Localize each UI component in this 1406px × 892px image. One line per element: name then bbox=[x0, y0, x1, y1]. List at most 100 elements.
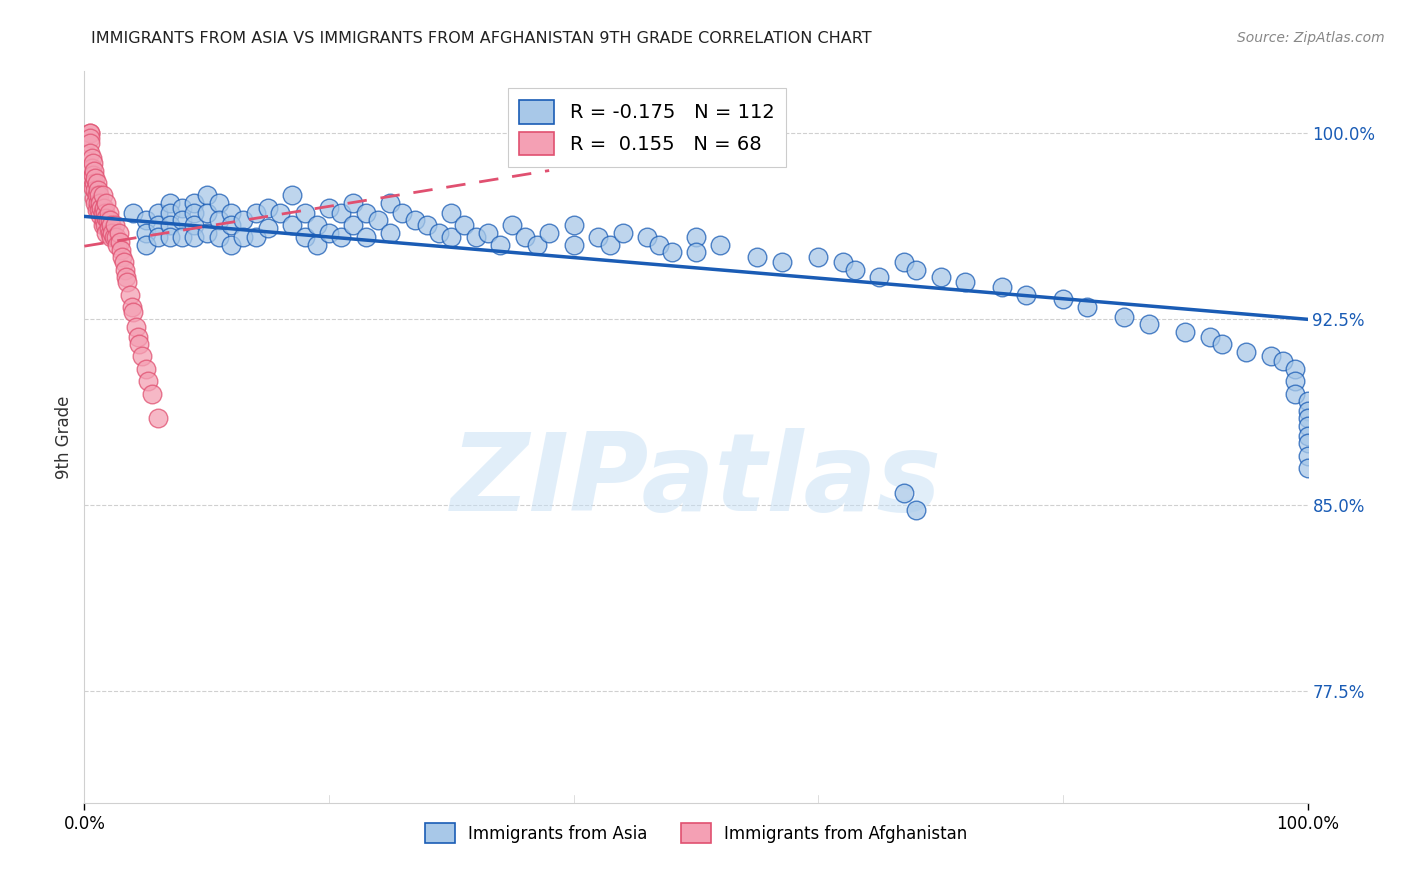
Point bbox=[82, 156, 104, 170]
Point bbox=[101, 226, 124, 240]
Point bbox=[257, 220, 280, 235]
Legend: Immigrants from Asia, Immigrants from Afghanistan: Immigrants from Asia, Immigrants from Af… bbox=[418, 817, 974, 849]
Point bbox=[89, 208, 111, 222]
Point bbox=[97, 213, 120, 227]
Point bbox=[612, 226, 634, 240]
Point bbox=[108, 235, 131, 250]
Point bbox=[685, 245, 707, 260]
Point bbox=[172, 201, 194, 215]
Point bbox=[82, 181, 104, 195]
Point bbox=[83, 191, 105, 205]
Point bbox=[232, 213, 254, 227]
Point bbox=[219, 238, 242, 252]
Point bbox=[79, 126, 101, 140]
Point bbox=[80, 161, 103, 175]
Point bbox=[330, 205, 353, 219]
Point bbox=[100, 218, 122, 232]
Point bbox=[195, 226, 218, 240]
Point bbox=[1296, 429, 1319, 443]
Point bbox=[159, 195, 181, 210]
Point bbox=[502, 218, 524, 232]
Point bbox=[1174, 325, 1197, 339]
Point bbox=[562, 238, 585, 252]
Point bbox=[294, 205, 316, 219]
Point bbox=[159, 218, 181, 232]
Point bbox=[477, 226, 499, 240]
Point bbox=[427, 226, 450, 240]
Point bbox=[105, 238, 128, 252]
Point bbox=[208, 213, 231, 227]
Point bbox=[80, 171, 103, 186]
Point bbox=[1296, 418, 1319, 433]
Point bbox=[86, 203, 108, 218]
Point bbox=[90, 201, 112, 215]
Point bbox=[83, 163, 105, 178]
Point bbox=[1260, 350, 1282, 364]
Point bbox=[1114, 310, 1136, 324]
Point bbox=[747, 250, 769, 264]
Point bbox=[1296, 394, 1319, 409]
Point bbox=[84, 183, 107, 197]
Point bbox=[342, 218, 364, 232]
Point bbox=[661, 245, 683, 260]
Point bbox=[79, 126, 101, 140]
Point bbox=[219, 218, 242, 232]
Point bbox=[159, 205, 181, 219]
Point bbox=[599, 238, 621, 252]
Point bbox=[93, 201, 115, 215]
Point bbox=[128, 337, 150, 351]
Point bbox=[245, 205, 267, 219]
Point bbox=[648, 238, 671, 252]
Point bbox=[146, 218, 169, 232]
Point bbox=[770, 255, 793, 269]
Point bbox=[232, 230, 254, 244]
Point bbox=[1296, 411, 1319, 425]
Point bbox=[245, 230, 267, 244]
Point bbox=[953, 275, 976, 289]
Point bbox=[93, 213, 115, 227]
Point bbox=[367, 213, 389, 227]
Point bbox=[111, 250, 134, 264]
Point bbox=[87, 203, 110, 218]
Point bbox=[1296, 449, 1319, 463]
Point bbox=[96, 195, 118, 210]
Point bbox=[84, 195, 107, 210]
Point bbox=[96, 226, 118, 240]
Point bbox=[183, 218, 205, 232]
Point bbox=[380, 195, 402, 210]
Point bbox=[380, 226, 402, 240]
Point bbox=[294, 230, 316, 244]
Point bbox=[1211, 337, 1233, 351]
Point bbox=[869, 270, 891, 285]
Point bbox=[513, 230, 536, 244]
Point bbox=[98, 213, 121, 227]
Point bbox=[112, 255, 135, 269]
Point bbox=[91, 188, 114, 202]
Point bbox=[391, 205, 413, 219]
Point bbox=[121, 300, 143, 314]
Point bbox=[104, 218, 127, 232]
Point bbox=[404, 213, 426, 227]
Point bbox=[1296, 461, 1319, 475]
Point bbox=[416, 218, 439, 232]
Point bbox=[183, 230, 205, 244]
Point bbox=[1015, 287, 1038, 301]
Point bbox=[354, 205, 377, 219]
Point bbox=[79, 131, 101, 145]
Point bbox=[1236, 344, 1258, 359]
Point bbox=[1284, 362, 1306, 376]
Point bbox=[159, 230, 181, 244]
Text: IMMIGRANTS FROM ASIA VS IMMIGRANTS FROM AFGHANISTAN 9TH GRADE CORRELATION CHART: IMMIGRANTS FROM ASIA VS IMMIGRANTS FROM … bbox=[91, 31, 872, 46]
Point bbox=[135, 226, 157, 240]
Point bbox=[440, 205, 463, 219]
Point bbox=[1272, 354, 1295, 368]
Point bbox=[84, 171, 107, 186]
Point bbox=[103, 230, 125, 244]
Point bbox=[183, 205, 205, 219]
Text: ZIPatlas: ZIPatlas bbox=[450, 428, 942, 534]
Point bbox=[172, 230, 194, 244]
Point bbox=[87, 195, 110, 210]
Point bbox=[115, 270, 138, 285]
Point bbox=[83, 176, 105, 190]
Point bbox=[354, 230, 377, 244]
